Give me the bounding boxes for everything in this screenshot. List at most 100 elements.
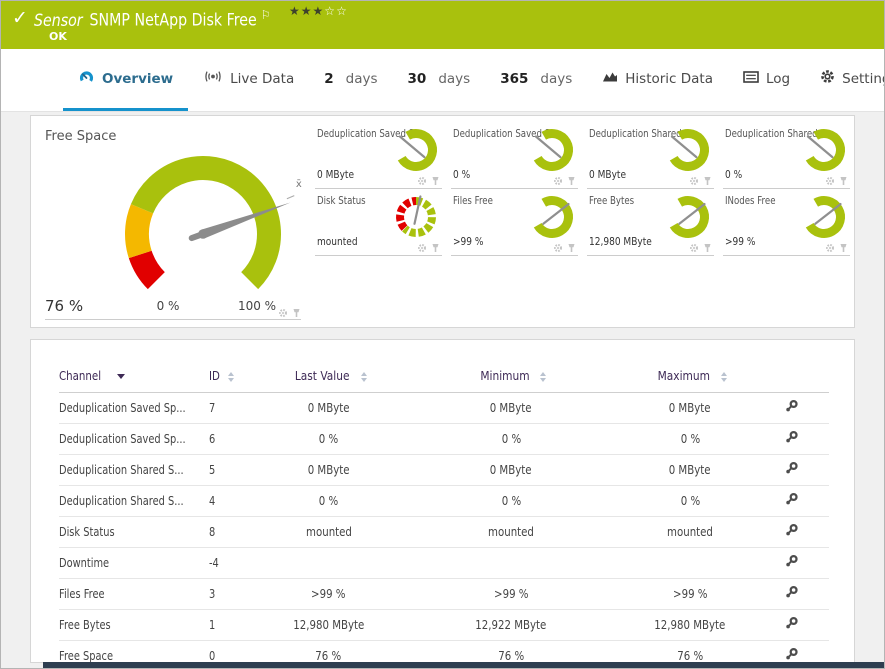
cell-channel: Deduplication Shared S... xyxy=(59,455,209,486)
gear-icon xyxy=(820,69,835,88)
panel-actions xyxy=(417,243,440,253)
cell-maximum: mounted xyxy=(626,517,754,548)
pin-icon[interactable] xyxy=(567,243,576,253)
gear-icon[interactable] xyxy=(825,243,835,253)
gear-icon[interactable] xyxy=(689,243,699,253)
mini-gauge-dial xyxy=(800,193,848,241)
column-header-channel[interactable]: Channel xyxy=(59,364,209,393)
mini-gauge-panel[interactable]: Free Bytes12,980 MByte xyxy=(587,189,714,256)
gauge-current-value: 76 % xyxy=(45,297,83,315)
gear-icon[interactable] xyxy=(553,176,563,186)
column-header-actions xyxy=(754,364,829,393)
pin-icon[interactable] xyxy=(703,176,712,186)
cell-channel: Disk Status xyxy=(59,517,209,548)
tab-overview[interactable]: Overview xyxy=(63,49,188,111)
star-empty-icon[interactable]: ☆ xyxy=(324,4,336,18)
cell-id: 3 xyxy=(209,579,261,610)
panel-actions xyxy=(689,176,712,186)
cell-minimum xyxy=(396,548,626,579)
tab-label: days xyxy=(438,71,470,87)
mini-gauges-grid: Deduplication Saved S...0 MByteDeduplica… xyxy=(315,116,850,256)
tab-2-days[interactable]: 2days xyxy=(309,49,392,111)
star-filled-icon[interactable]: ★ xyxy=(289,4,301,18)
pin-icon[interactable] xyxy=(292,308,301,318)
cell-last-value: mounted xyxy=(261,517,396,548)
gear-icon[interactable] xyxy=(689,176,699,186)
svg-text:x̄: x̄ xyxy=(296,179,302,190)
column-header-minimum[interactable]: Minimum xyxy=(396,364,626,393)
pin-icon[interactable] xyxy=(431,243,440,253)
tab-30-days[interactable]: 30days xyxy=(393,49,486,111)
pin-icon[interactable] xyxy=(839,243,848,253)
cell-last-value: 12,980 MByte xyxy=(261,610,396,641)
mini-gauge-panel[interactable]: Deduplication Saved S...0 MByte xyxy=(315,122,442,189)
mini-gauge-panel[interactable]: Disk Statusmounted xyxy=(315,189,442,256)
gear-icon[interactable] xyxy=(553,243,563,253)
star-empty-icon[interactable]: ☆ xyxy=(336,4,348,18)
channel-settings-wrench-icon[interactable] xyxy=(784,647,799,662)
flag-icon[interactable]: ⚐ xyxy=(261,8,270,22)
sort-icon xyxy=(228,372,234,382)
status-ok-check-icon: ✓ xyxy=(12,7,28,29)
tab-settings[interactable]: Settings xyxy=(805,49,885,111)
priority-stars[interactable]: ★★★☆☆ xyxy=(289,4,348,18)
mini-gauge-dial xyxy=(528,193,576,241)
channel-settings-wrench-icon[interactable] xyxy=(784,399,799,414)
mini-gauge-panel[interactable]: INodes Free>99 % xyxy=(723,189,850,256)
table-row: Deduplication Saved Sp...70 MByte0 MByte… xyxy=(59,393,829,424)
pin-icon[interactable] xyxy=(839,176,848,186)
gear-icon[interactable] xyxy=(417,243,427,253)
free-space-gauge-panel[interactable]: Free Space x̄ 76 % 0 % 100 % xyxy=(31,116,315,329)
mini-gauge-panel[interactable]: Deduplication Saved S...0 % xyxy=(451,122,578,189)
cell-actions xyxy=(754,486,829,517)
mini-gauge-panel[interactable]: Deduplication Shared ...0 % xyxy=(723,122,850,189)
cell-minimum: >99 % xyxy=(396,579,626,610)
star-filled-icon[interactable]: ★ xyxy=(313,4,325,18)
channel-settings-wrench-icon[interactable] xyxy=(784,554,799,569)
table-row: Files Free3>99 %>99 %>99 % xyxy=(59,579,829,610)
channel-settings-wrench-icon[interactable] xyxy=(784,616,799,631)
mini-gauge-title: INodes Free xyxy=(725,195,776,207)
channel-settings-wrench-icon[interactable] xyxy=(784,461,799,476)
mini-gauge-panel[interactable]: Files Free>99 % xyxy=(451,189,578,256)
tab-live-data[interactable]: Live Data xyxy=(188,49,309,111)
mini-gauge-dial xyxy=(528,126,576,174)
gauge-min-label: 0 % xyxy=(143,299,193,313)
cell-last-value: 0 % xyxy=(261,486,396,517)
channel-settings-wrench-icon[interactable] xyxy=(784,430,799,445)
pin-icon[interactable] xyxy=(431,176,440,186)
cell-maximum: >99 % xyxy=(626,579,754,610)
panel-actions xyxy=(825,176,848,186)
panel-actions xyxy=(553,243,576,253)
column-header-maximum[interactable]: Maximum xyxy=(626,364,754,393)
pin-icon[interactable] xyxy=(567,176,576,186)
sensor-title: SensorSNMP NetApp Disk Free⚐ xyxy=(34,8,270,30)
tab-log[interactable]: Log xyxy=(728,49,805,111)
pin-icon[interactable] xyxy=(703,243,712,253)
mini-gauge-panel[interactable]: Deduplication Shared ...0 MByte xyxy=(587,122,714,189)
column-header-last-value[interactable]: Last Value xyxy=(261,364,396,393)
gear-icon[interactable] xyxy=(278,308,288,318)
mini-gauge-dial xyxy=(800,126,848,174)
cell-minimum: 0 % xyxy=(396,486,626,517)
channel-settings-wrench-icon[interactable] xyxy=(784,585,799,600)
cell-actions xyxy=(754,455,829,486)
cell-id: 1 xyxy=(209,610,261,641)
gear-icon[interactable] xyxy=(417,176,427,186)
cell-channel: Deduplication Saved Sp... xyxy=(59,424,209,455)
tab-365-days[interactable]: 365days xyxy=(485,49,587,111)
tab-historic-data[interactable]: Historic Data xyxy=(587,49,728,111)
channel-settings-wrench-icon[interactable] xyxy=(784,492,799,507)
cell-id: 5 xyxy=(209,455,261,486)
mini-gauge-dial xyxy=(664,193,712,241)
cell-minimum: 0 % xyxy=(396,424,626,455)
channel-settings-wrench-icon[interactable] xyxy=(784,523,799,538)
table-row: Free Bytes112,980 MByte12,922 MByte12,98… xyxy=(59,610,829,641)
mini-gauge-value: mounted xyxy=(317,235,358,248)
column-header-id[interactable]: ID xyxy=(209,364,261,393)
cell-maximum: 12,980 MByte xyxy=(626,610,754,641)
sensor-name: SNMP NetApp Disk Free xyxy=(90,11,257,30)
star-filled-icon[interactable]: ★ xyxy=(301,4,313,18)
cell-actions xyxy=(754,610,829,641)
gear-icon[interactable] xyxy=(825,176,835,186)
